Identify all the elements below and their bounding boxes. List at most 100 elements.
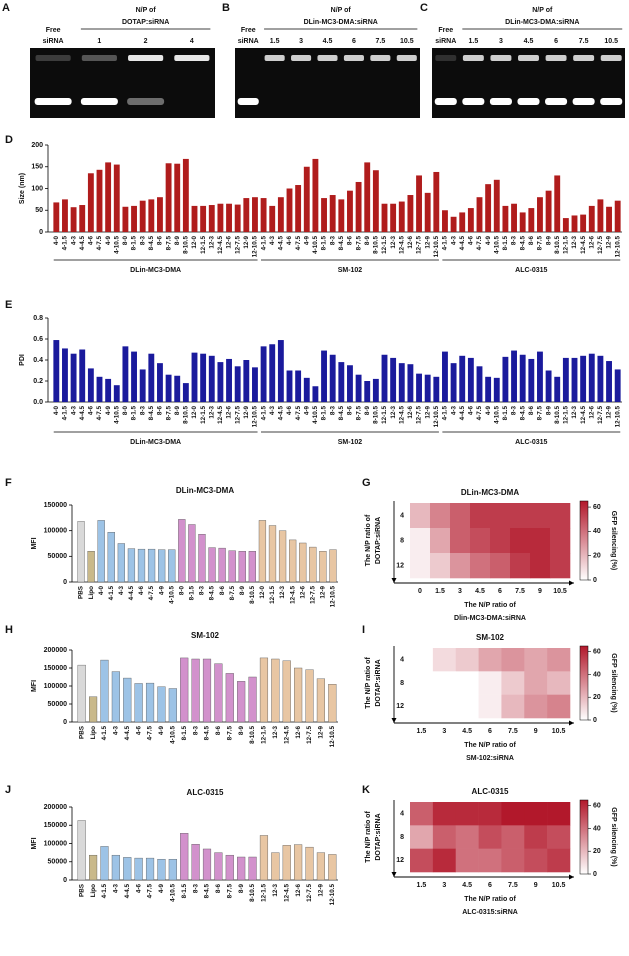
bar xyxy=(537,351,543,402)
x-tick-label: 12-6 xyxy=(226,406,233,419)
bar xyxy=(277,197,284,232)
x-tick-label: 12-7.5 xyxy=(234,236,241,254)
bar xyxy=(597,355,604,402)
bar xyxy=(111,854,120,881)
gel-header: N/P of xyxy=(532,7,553,14)
x-tick-label: 8-9 xyxy=(545,236,552,246)
bar xyxy=(364,162,371,232)
bar xyxy=(89,854,98,881)
bar xyxy=(180,833,189,881)
heat-cell xyxy=(490,553,511,579)
heat-cell xyxy=(455,694,479,719)
x-tick-label: 4-4.5 xyxy=(79,406,86,421)
bar xyxy=(226,203,232,232)
x-tick-label: 4-9 xyxy=(158,586,165,596)
bar xyxy=(338,199,345,232)
x-tick-label: 12-10.5 xyxy=(614,406,621,428)
x-tick-label: 8-10.5 xyxy=(183,236,190,254)
heat-cell xyxy=(410,648,434,672)
bar xyxy=(248,551,256,583)
bar xyxy=(137,548,146,583)
heat-cell xyxy=(510,528,531,554)
bar xyxy=(312,158,319,232)
bar xyxy=(259,657,269,723)
bar xyxy=(493,179,500,232)
bar xyxy=(282,845,291,881)
x-tick-label: 4-1.5 xyxy=(101,884,108,899)
colorbar-label: GFP silencing (%) xyxy=(610,653,617,712)
heat-cell xyxy=(450,503,471,529)
x-tick-label: 4-9 xyxy=(303,236,310,246)
x-tick-label: 8-9 xyxy=(174,236,181,246)
bar xyxy=(269,344,276,402)
bar xyxy=(450,216,457,232)
x-tick-label: 8-9 xyxy=(238,884,245,894)
heat-cell xyxy=(530,553,551,579)
x-tick-label: 8-7.5 xyxy=(355,406,362,421)
x-tick-label: 12-9 xyxy=(424,236,431,249)
bar xyxy=(519,212,526,232)
colorbar-tick-label: 0 xyxy=(593,717,597,724)
bar xyxy=(117,543,125,583)
group-label: SM-102 xyxy=(338,267,363,274)
heat-cell xyxy=(470,503,491,529)
x-tick-label: 12-9 xyxy=(318,884,325,897)
x-tick-label: 8-3 xyxy=(511,236,518,246)
bar xyxy=(295,185,302,232)
bar xyxy=(459,212,466,232)
gel-well xyxy=(490,55,512,61)
x-tick-label: 8-4.5 xyxy=(148,406,155,421)
bar xyxy=(70,207,77,232)
x-tick-label: 4-10.5 xyxy=(168,586,175,604)
bar xyxy=(217,203,224,232)
bar xyxy=(424,192,431,232)
heat-cell xyxy=(470,553,491,579)
heat-cell xyxy=(501,694,525,719)
x-tick-label: 12-4.5 xyxy=(283,884,290,902)
x-tick-label: 10.5 xyxy=(553,588,567,595)
x-tick-label: 12-7.5 xyxy=(416,236,423,254)
y-tick-label: 8 xyxy=(400,834,404,841)
x-tick-label: 4-1.5 xyxy=(62,406,69,421)
heat-cell xyxy=(550,528,571,554)
heat-cell xyxy=(550,553,571,579)
heat-cell xyxy=(524,802,548,826)
bar xyxy=(416,373,422,402)
y-tick-label: 12 xyxy=(396,703,404,710)
heat-cell xyxy=(430,503,451,529)
x-tick-label: 12-6 xyxy=(407,406,414,419)
bar xyxy=(139,200,146,232)
panel-letter: E xyxy=(5,299,12,311)
x-tick-label: 8-7.5 xyxy=(355,236,362,251)
bar xyxy=(107,532,115,583)
x-tick-label: 12-3 xyxy=(208,236,215,249)
colorbar-tick-label: 20 xyxy=(593,848,601,855)
x-tick-label: 4-0 xyxy=(53,236,60,246)
x-tick-label: 9 xyxy=(534,882,538,889)
bar xyxy=(269,205,276,232)
gel-well xyxy=(518,55,539,61)
lane-label: 4 xyxy=(190,38,194,45)
bar xyxy=(502,356,509,402)
x-tick-label: 12-1.5 xyxy=(269,586,276,604)
x-tick-label: 8-7.5 xyxy=(165,406,172,421)
x-tick-label: PBS xyxy=(78,586,85,599)
bar xyxy=(316,678,325,723)
bar xyxy=(328,684,337,723)
gel-header: DOTAP:siRNA xyxy=(122,19,169,26)
bar xyxy=(614,369,621,402)
bar xyxy=(191,352,198,402)
x-tick-label: 8-7.5 xyxy=(229,586,236,601)
bar xyxy=(614,200,621,232)
heat-cell xyxy=(524,848,548,873)
gel-well xyxy=(396,55,417,61)
x-tick-label: 8-7.5 xyxy=(226,726,233,741)
x-tick-label: 4.5 xyxy=(462,728,472,735)
gel-well xyxy=(128,55,164,61)
x-tick-label: 12-1.5 xyxy=(381,406,388,424)
x-tick-label: 4-1.5 xyxy=(260,406,267,421)
free-label: siRNA xyxy=(43,38,64,45)
chart-title: SM-102 xyxy=(191,631,220,640)
bar xyxy=(433,376,440,402)
x-tick-label: 12-4.5 xyxy=(217,236,224,254)
